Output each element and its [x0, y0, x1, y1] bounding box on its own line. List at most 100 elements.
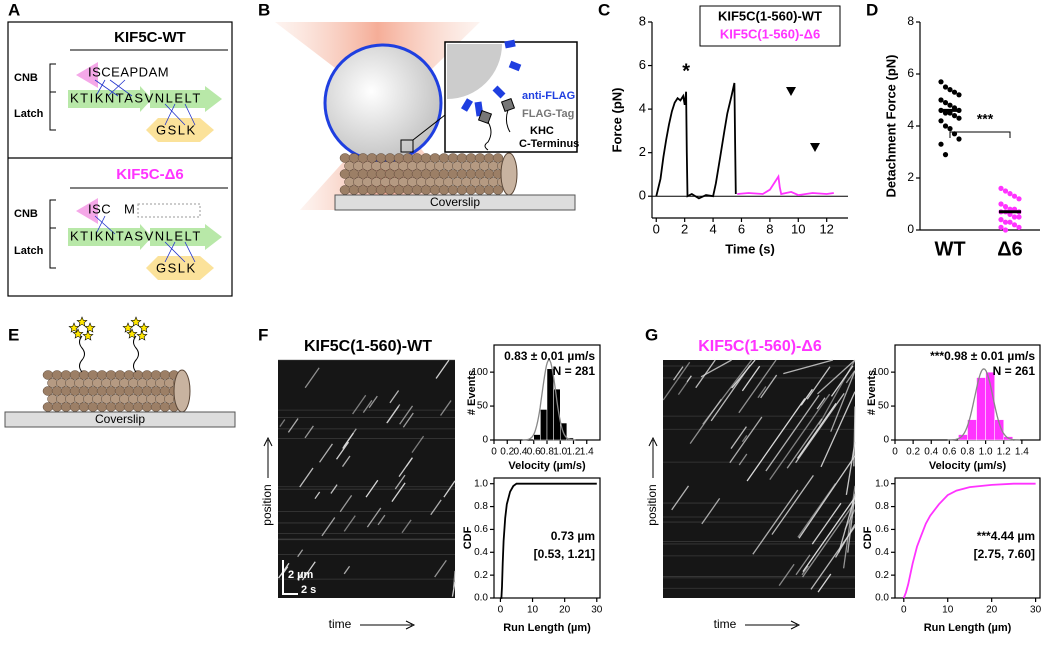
- track: [304, 367, 320, 389]
- panel-label: C: [598, 0, 610, 19]
- plot-frame: [894, 477, 1041, 599]
- track: [451, 581, 456, 597]
- tubulin: [146, 378, 157, 388]
- track: [366, 507, 382, 528]
- data-point: [956, 92, 962, 98]
- coverslip-label: Coverslip: [95, 412, 145, 426]
- y-tick-label: 0: [639, 188, 646, 203]
- track: [301, 561, 316, 581]
- tubulin: [51, 402, 63, 412]
- tubulin: [465, 153, 477, 163]
- y-tick-label: 6: [907, 66, 914, 80]
- tubulin: [69, 402, 81, 412]
- tubulin: [348, 169, 360, 179]
- data-point: [1002, 227, 1009, 233]
- x-tick-label: 0.4: [514, 447, 528, 458]
- track: [797, 483, 837, 538]
- fit-curve: [522, 359, 576, 441]
- annotation: *: [682, 60, 690, 82]
- tubulin: [366, 169, 378, 179]
- data-point: [1011, 222, 1018, 228]
- y-tick-label: 0.2: [875, 570, 889, 581]
- y-tick-label: 100: [872, 367, 889, 378]
- tubulin: [492, 153, 504, 163]
- track: [802, 501, 856, 578]
- fluorophore: [68, 322, 80, 333]
- tubulin: [123, 370, 135, 380]
- tubulin: [429, 185, 441, 195]
- track: [810, 526, 856, 590]
- tubulin: [393, 153, 405, 163]
- tubulin: [51, 370, 63, 380]
- data-point: [998, 224, 1004, 230]
- track: [730, 426, 747, 449]
- tubulin: [87, 370, 99, 380]
- charts: 0 2 4 6 8 0 2 4 6 8 10 12 Time (s) Force (pN) KIF5C(1-…: [462, 5, 1042, 634]
- track: [319, 443, 333, 463]
- data-point: [1016, 214, 1022, 220]
- x-tick-label: 0.6: [527, 447, 541, 458]
- tubulin: [416, 177, 427, 187]
- kymo-title: KIF5C(1-560)-Δ6: [698, 338, 822, 355]
- tubulin: [159, 370, 171, 380]
- deleted: [137, 203, 201, 218]
- x-tick-label: 8: [766, 221, 773, 236]
- bar: [994, 419, 1004, 441]
- y-axis-label: Force (pN): [609, 88, 624, 153]
- tubulin: [56, 378, 67, 388]
- tubulin: [380, 177, 391, 187]
- y-tick-label: 0.4: [875, 547, 889, 558]
- tubulin: [78, 370, 90, 380]
- track: [800, 388, 813, 406]
- bracket: [49, 199, 56, 269]
- y-tick-label: 0.8: [875, 501, 889, 512]
- x-tick-label: 4: [709, 221, 716, 236]
- axis-label: position: [645, 484, 659, 525]
- bead: [323, 43, 443, 163]
- arrow: [745, 620, 801, 630]
- y-tick-label: 1.0: [875, 478, 889, 489]
- tubulin: [371, 161, 382, 171]
- tubulin: [348, 153, 360, 163]
- arrow: [360, 620, 416, 630]
- fit-curve: [947, 368, 1021, 441]
- tubulin: [344, 161, 355, 171]
- tubulin: [483, 185, 495, 195]
- track: [391, 482, 406, 503]
- y-tick-label: 4: [907, 118, 914, 132]
- series-line: [500, 482, 597, 599]
- track: [802, 497, 856, 573]
- data-point: [951, 131, 958, 137]
- sig-bracket: [949, 131, 1011, 138]
- strand: [150, 224, 222, 250]
- tubulin: [110, 394, 121, 404]
- strand: [68, 224, 152, 250]
- track: [342, 432, 354, 449]
- sequence: M: [124, 201, 135, 216]
- x-axis-label: Run Length (µm): [924, 622, 1012, 634]
- fluorophore: [84, 322, 96, 333]
- panel-label: G: [645, 325, 658, 344]
- data-point: [938, 97, 944, 103]
- x-tick-label: 20: [559, 605, 571, 616]
- panel-b: Coverslip anti-FLAG FLAG-Tag KHC C-Termi…: [275, 22, 579, 211]
- tubulin: [353, 161, 364, 171]
- zoom-line: [412, 114, 446, 141]
- inset-label: C-Terminus: [519, 138, 579, 150]
- tubulin: [101, 394, 112, 404]
- panel-label: B: [258, 0, 270, 19]
- tubulin: [470, 177, 481, 187]
- tubulin: [438, 169, 450, 179]
- tubulin: [42, 402, 54, 412]
- x-axis-label: Time (s): [725, 241, 775, 256]
- data-point: [951, 113, 958, 119]
- track: [752, 489, 799, 555]
- coverslip: [334, 194, 576, 211]
- sequence: KTIKNTASVNLELT: [70, 90, 202, 105]
- strand: [76, 62, 98, 88]
- tubulin: [164, 394, 175, 404]
- tubulin: [357, 169, 369, 179]
- bracket: [49, 63, 56, 131]
- sequence: KTIKNTASVNLELT: [70, 228, 202, 243]
